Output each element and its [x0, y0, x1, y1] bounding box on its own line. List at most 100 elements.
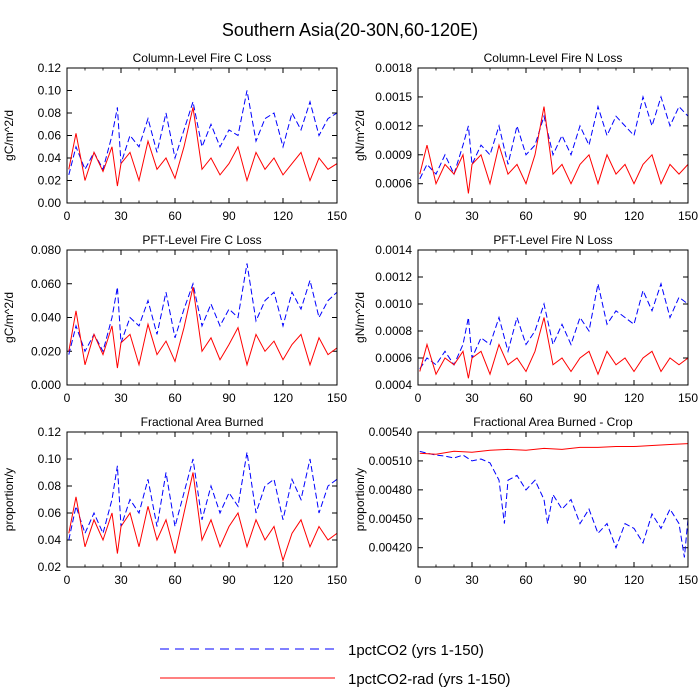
y-tick-label: 0.04: [38, 151, 62, 165]
legend: 1pctCO2 (yrs 1-150) 1pctCO2-rad (yrs 1-1…: [160, 642, 511, 688]
x-tick-label: 60: [519, 573, 533, 587]
y-tick-label: 0.00540: [369, 425, 413, 439]
panel-3: PFT-Level Fire C Loss gC/m^2/d 0 30 60 90 120 1…: [2, 233, 347, 405]
x-tick-label: 0: [64, 573, 71, 587]
series-line-1pctCO2: [68, 90, 337, 176]
plot-frame: [66, 249, 338, 386]
x-tick-label: 90: [222, 209, 236, 223]
y-tick-label: 0.0014: [375, 243, 412, 257]
plot-frame: [417, 67, 689, 204]
y-tick-label: 0.0008: [375, 324, 412, 338]
x-tick-label: 120: [273, 573, 293, 587]
x-tick-label: 150: [327, 573, 347, 587]
x-tick-label: 30: [114, 573, 128, 587]
x-tick-label: 60: [168, 573, 182, 587]
y-axis-label: gC/m^2/d: [2, 292, 16, 343]
y-tick-label: 0.0018: [375, 61, 412, 75]
panel-6: Fractional Area Burned - Crop proportion/…: [353, 415, 698, 587]
panel-4: PFT-Level Fire N Loss gN/m^2/d 0 30 60 90 120 1…: [353, 233, 698, 405]
y-tick-label: 0.00480: [369, 483, 413, 497]
y-tick-label: 0.000: [31, 378, 61, 392]
y-tick-label: 0.10: [38, 84, 62, 98]
y-tick-label: 0.0015: [375, 90, 412, 104]
y-tick-label: 0.02: [38, 560, 62, 574]
y-tick-label: 0.00450: [369, 512, 413, 526]
y-tick-label: 0.060: [31, 277, 61, 291]
y-tick-label: 0.00: [38, 196, 62, 210]
series-line-1pctCO2-rad: [68, 472, 337, 563]
y-tick-label: 0.0009: [375, 148, 412, 162]
x-tick-label: 30: [465, 573, 479, 587]
x-tick-label: 120: [624, 209, 644, 223]
x-tick-label: 150: [327, 209, 347, 223]
y-tick-label: 0.0006: [375, 177, 412, 191]
y-tick-label: 0.00510: [369, 454, 413, 468]
x-tick-label: 90: [573, 391, 587, 405]
y-tick-label: 0.0004: [375, 378, 412, 392]
x-tick-label: 150: [327, 391, 347, 405]
y-axis-label: gN/m^2/d: [353, 292, 367, 343]
series-line-1pctCO2: [68, 263, 337, 355]
panel-title: PFT-Level Fire C Loss: [142, 233, 261, 247]
legend-label-1pctCO2-rad: 1pctCO2-rad (yrs 1-150): [348, 671, 511, 688]
x-tick-label: 30: [114, 209, 128, 223]
series-line-1pctCO2-rad: [68, 286, 337, 369]
panels-grid: Column-Level Fire C Loss gC/m^2/d 0 30 60 90 1…: [2, 51, 698, 587]
plot-frame: [66, 431, 338, 568]
x-tick-label: 60: [519, 391, 533, 405]
panel-title: Fractional Area Burned - Crop: [473, 415, 633, 429]
series-line-1pctCO2-rad: [419, 443, 688, 455]
series-line-1pctCO2: [419, 94, 688, 180]
y-tick-label: 0.02: [38, 174, 62, 188]
plot-frame: [417, 431, 689, 568]
x-tick-label: 0: [64, 209, 71, 223]
x-tick-label: 90: [222, 391, 236, 405]
y-tick-label: 0.040: [31, 311, 61, 325]
x-tick-label: 90: [573, 573, 587, 587]
x-tick-label: 60: [168, 209, 182, 223]
panel-5: Fractional Area Burned proportion/y 0 30 60 9…: [2, 415, 347, 587]
series-line-1pctCO2-rad: [68, 107, 337, 187]
y-tick-label: 0.0012: [375, 270, 412, 284]
x-tick-label: 0: [415, 209, 422, 223]
y-tick-label: 0.0010: [375, 297, 412, 311]
y-tick-label: 0.06: [38, 506, 62, 520]
x-tick-label: 0: [415, 391, 422, 405]
y-tick-label: 0.12: [38, 425, 62, 439]
y-tick-label: 0.12: [38, 61, 62, 75]
x-tick-label: 30: [465, 391, 479, 405]
panel-title: Column-Level Fire C Loss: [133, 51, 272, 65]
x-tick-label: 120: [273, 391, 293, 405]
panel-title: PFT-Level Fire N Loss: [493, 233, 612, 247]
panel-2: Column-Level Fire N Loss gN/m^2/d 0 30 60 90 1…: [353, 51, 698, 223]
y-axis-label: gC/m^2/d: [2, 110, 16, 161]
x-tick-label: 60: [168, 391, 182, 405]
y-tick-label: 0.080: [31, 243, 61, 257]
y-tick-label: 0.020: [31, 344, 61, 358]
y-tick-label: 0.0012: [375, 119, 412, 133]
x-tick-label: 150: [678, 573, 698, 587]
y-tick-label: 0.08: [38, 479, 62, 493]
x-tick-label: 30: [114, 391, 128, 405]
y-axis-label: proportion/y: [2, 468, 16, 531]
x-tick-label: 120: [624, 573, 644, 587]
series-line-1pctCO2: [68, 452, 337, 541]
x-tick-label: 120: [273, 209, 293, 223]
x-tick-label: 0: [415, 573, 422, 587]
series-line-1pctCO2-rad: [419, 106, 688, 194]
y-tick-label: 0.00420: [369, 541, 413, 555]
x-tick-label: 30: [465, 209, 479, 223]
y-tick-label: 0.08: [38, 106, 62, 120]
series-line-1pctCO2: [419, 282, 688, 370]
x-tick-label: 0: [64, 391, 71, 405]
y-tick-label: 0.10: [38, 452, 62, 466]
figure-title: Southern Asia(20-30N,60-120E): [222, 20, 478, 40]
plot-frame: [417, 249, 689, 386]
x-tick-label: 90: [222, 573, 236, 587]
plot-frame: [66, 67, 338, 204]
panel-title: Column-Level Fire N Loss: [484, 51, 623, 65]
x-tick-label: 120: [624, 391, 644, 405]
x-tick-label: 60: [519, 209, 533, 223]
series-line-1pctCO2-rad: [419, 317, 688, 379]
